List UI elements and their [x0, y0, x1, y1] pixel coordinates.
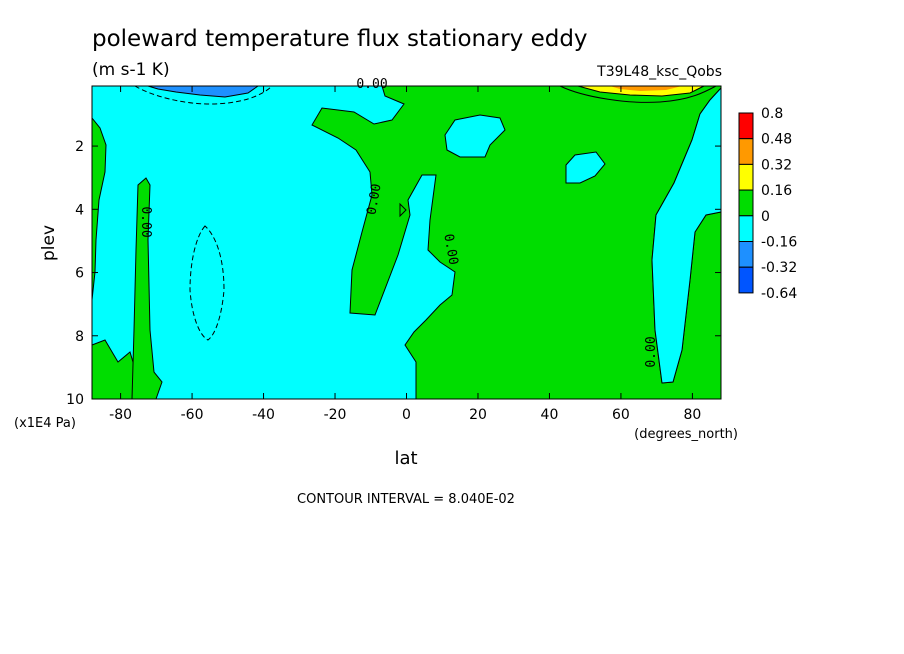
colorbar-swatch: [738, 189, 754, 217]
positive-region-sh-tongue: [131, 177, 163, 400]
contour-label: 0.00: [138, 206, 153, 237]
x-tick-label: -80: [109, 407, 132, 423]
colorbar-label: 0.8: [761, 106, 783, 122]
x-tick-label: 0: [402, 407, 411, 423]
cyan-island-north: [444, 114, 506, 158]
contour-label: 0.00: [364, 183, 384, 216]
colorbar-label: 0.48: [761, 132, 792, 148]
x-tick-label: -40: [252, 407, 275, 423]
colorbar-label: -0.64: [761, 286, 797, 302]
small-contour-equator: [399, 202, 407, 218]
colorbar-swatch: [738, 266, 754, 294]
x-tick-label: 20: [469, 407, 487, 423]
x-tick-label: -20: [324, 407, 347, 423]
cyan-island-east: [565, 151, 606, 184]
run-label: T39L48_ksc_Qobs: [596, 64, 722, 80]
orange-anomaly-core: [610, 86, 682, 91]
x-axis-label: lat: [394, 448, 417, 469]
plot-area: [91, 85, 722, 400]
x-tick-label: -60: [181, 407, 204, 423]
strong-negative-anomaly: [147, 85, 260, 98]
colorbar-label: -0.32: [761, 260, 797, 276]
y-axis-label: plev: [39, 225, 59, 261]
negative-dashed-contour-midlat: [189, 225, 225, 341]
units-label: (m s-1 K): [92, 60, 170, 80]
colorbar-swatch: [738, 163, 754, 191]
x-axis-units: (degrees_north): [634, 427, 738, 442]
x-tick-label: 40: [541, 407, 559, 423]
colorbar-label: -0.16: [761, 235, 797, 251]
colorbar-swatch: [738, 241, 754, 268]
contour-labels: 0.00 0.00 0.00 0.00 0.00: [138, 77, 659, 368]
positive-region-sh-edge: [91, 116, 107, 301]
colorbar-swatch: [738, 138, 754, 165]
y-tick-label: 6: [75, 266, 84, 282]
x-tick-label: 80: [683, 407, 701, 423]
y-tick-label: 2: [75, 139, 84, 155]
chart-title: poleward temperature flux stationary edd…: [92, 26, 588, 52]
y-tick-label: 8: [75, 329, 84, 345]
colorbar-label: 0: [761, 209, 770, 225]
y-tick-label: 10: [66, 392, 84, 408]
y-tick-label: 4: [75, 202, 84, 218]
contour-label: 0.00: [644, 336, 659, 367]
y-axis: 2 4 6 8 10: [66, 139, 721, 408]
colorbar: 0.8 0.48 0.32 0.16 0 -0.16 -0.32 -0.64: [738, 106, 797, 302]
positive-contour-upper: [559, 85, 717, 103]
colorbar-swatch: [738, 215, 754, 243]
contour-label: 0.00: [356, 77, 387, 92]
colorbar-label: 0.32: [761, 157, 792, 173]
x-axis: -80 -60 -40 -20 0 20 40 60 80: [109, 86, 701, 423]
colorbar-label: 0.16: [761, 183, 792, 199]
negative-dashed-contour-upper: [134, 85, 273, 105]
contour-interval-note: CONTOUR INTERVAL = 8.040E-02: [297, 492, 515, 507]
x-tick-label: 60: [612, 407, 630, 423]
contour-label: 0.00: [440, 233, 460, 266]
colorbar-swatch: [738, 112, 754, 140]
y-axis-units: (x1E4 Pa): [14, 416, 76, 431]
